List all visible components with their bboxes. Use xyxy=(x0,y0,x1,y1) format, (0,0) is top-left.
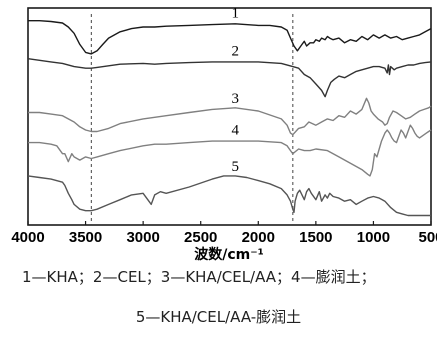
curve-label-2: 2 xyxy=(232,44,240,60)
x-tick-label: 4000 xyxy=(11,229,44,246)
plot-frame xyxy=(27,7,432,226)
caption-line-1: 1—KHA；2—CEL；3—KHA/CEL/AA；4—膨润土； xyxy=(22,268,376,286)
x-tick-label: 3000 xyxy=(126,229,159,246)
curve-label-3: 3 xyxy=(232,91,240,107)
x-axis-ticks: 4000 3500 3000 2500 2000 1500 1000 500 xyxy=(11,221,437,246)
x-tick-label: 2000 xyxy=(242,229,275,246)
curve-label-5: 5 xyxy=(232,159,240,175)
curve-labels: 1 2 3 4 5 xyxy=(232,6,240,176)
series-line-5 xyxy=(27,175,431,217)
x-tick-label: 500 xyxy=(418,229,437,246)
series-line-4 xyxy=(28,124,432,177)
x-tick-label: 1500 xyxy=(299,229,332,246)
series-line-1 xyxy=(28,20,432,55)
x-tick-label: 3500 xyxy=(69,229,102,246)
caption-line-2: 5—KHA/CEL/AA-膨润土 xyxy=(135,308,302,326)
x-tick-label: 2500 xyxy=(184,229,217,246)
x-tick-label: 1000 xyxy=(357,229,390,246)
curve-label-4: 4 xyxy=(232,123,240,139)
x-axis-title: 波数/cm⁻¹ xyxy=(194,246,264,263)
curve-label-1: 1 xyxy=(232,6,240,22)
reference-lines xyxy=(90,14,294,225)
series-line-2 xyxy=(27,58,432,98)
series-line-3 xyxy=(28,97,432,136)
series-layer xyxy=(27,20,432,217)
